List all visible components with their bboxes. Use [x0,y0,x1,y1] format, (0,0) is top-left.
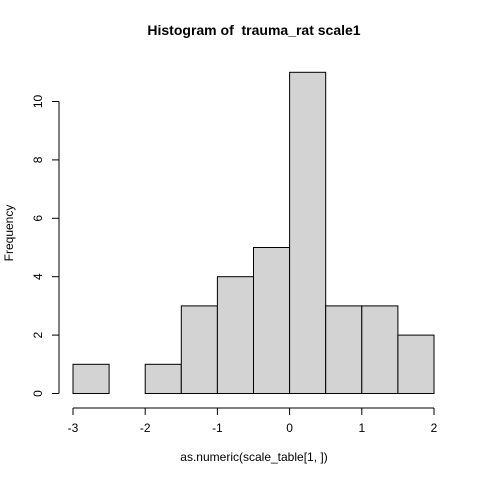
x-tick-label: 1 [358,421,365,435]
histogram-bar [325,305,363,394]
y-tick-label: 6 [31,215,45,222]
x-tick-label: -1 [212,421,223,435]
y-tick-label: 10 [31,95,45,109]
x-tick-label: 2 [431,421,438,435]
chart-title: Histogram of trauma_rat scale1 [147,22,360,38]
x-axis: -3 -2 -1 0 1 2 [68,407,438,435]
y-tick-label: 2 [31,331,45,338]
histogram-bar [289,71,327,395]
y-axis-label: Frequency [2,205,16,262]
y-tick-label: 4 [31,273,45,280]
histogram-bar [180,305,218,394]
histogram-bar [72,363,110,394]
x-tick-label: 0 [286,421,293,435]
x-tick-label: -2 [140,421,151,435]
histogram-bar [397,334,435,395]
y-tick-label: 0 [31,390,45,397]
y-axis: 0 2 4 6 8 10 [31,95,60,397]
histogram-bar [216,276,254,395]
x-axis-label: as.numeric(scale_table[1, ]) [180,450,327,464]
y-tick-label: 8 [31,156,45,163]
histogram-bar [144,363,182,394]
histogram-bar [361,305,399,394]
bars-group [72,71,435,395]
x-tick-label: -3 [68,421,79,435]
histogram-bar [253,247,291,394]
